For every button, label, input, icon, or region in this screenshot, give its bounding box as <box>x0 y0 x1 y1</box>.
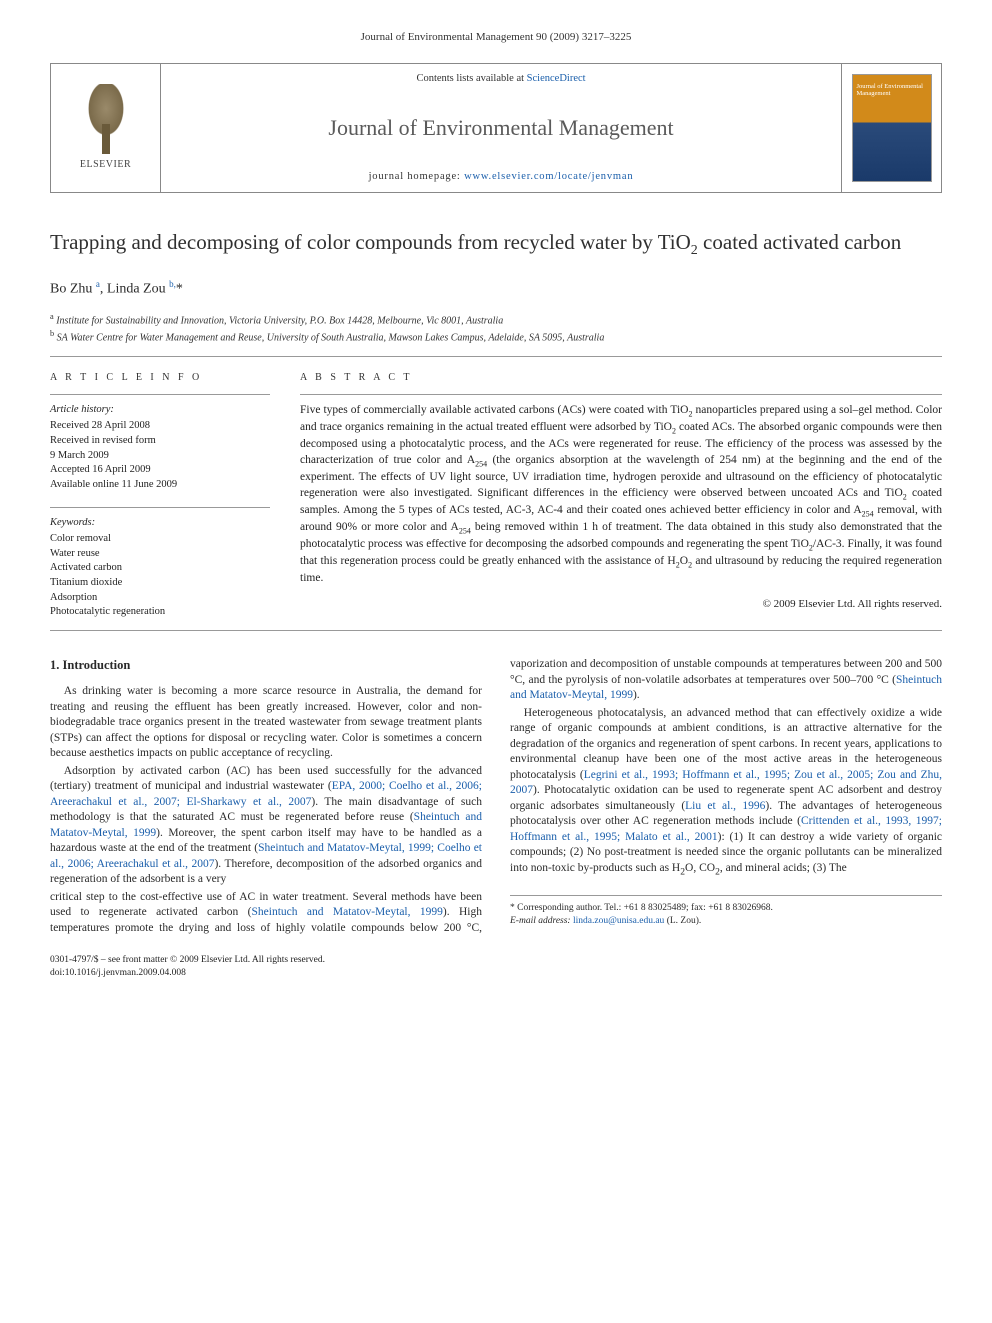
contents-line: Contents lists available at ScienceDirec… <box>416 72 585 86</box>
keyword: Photocatalytic regeneration <box>50 605 270 620</box>
history-line: Received 28 April 2008 <box>50 419 270 434</box>
history-line: 9 March 2009 <box>50 449 270 464</box>
body-paragraph: Heterogeneous photocatalysis, an advance… <box>510 706 942 879</box>
abstract-text: Five types of commercially available act… <box>300 403 942 586</box>
ref-link[interactable]: Sheintuch and Matatov-Meytal, 1999 <box>510 674 942 702</box>
ref-link[interactable]: Legrini et al., 1993; Hoffmann et al., 1… <box>510 769 942 797</box>
rule-bottom <box>50 630 942 631</box>
copyright: © 2009 Elsevier Ltd. All rights reserved… <box>300 597 942 612</box>
footer-line1: 0301-4797/$ – see front matter © 2009 El… <box>50 954 942 967</box>
ref-link[interactable]: Liu et al., 1996 <box>685 800 765 812</box>
authors: Bo Zhu a, Linda Zou b,* <box>50 278 942 300</box>
keyword: Color removal <box>50 532 270 547</box>
ref-link[interactable]: EPA, 2000; Coelho et al., 2006; Areerach… <box>50 780 482 808</box>
body-paragraph: As drinking water is becoming a more sca… <box>50 684 482 762</box>
article-info-col: A R T I C L E I N F O Article history: R… <box>50 371 270 620</box>
email-suffix: (L. Zou). <box>664 916 701 926</box>
elsevier-tree-icon <box>76 84 136 154</box>
cover-thumb: Journal of Environmental Management <box>852 74 932 182</box>
footer-line2: doi:10.1016/j.jenvman.2009.04.008 <box>50 967 942 980</box>
corr-line: * Corresponding author. Tel.: +61 8 8302… <box>510 902 942 915</box>
cover-thumb-title: Journal of Environmental Management <box>857 83 927 97</box>
footer: 0301-4797/$ – see front matter © 2009 El… <box>50 954 942 980</box>
ref-link[interactable]: Sheintuch and Matatov-Meytal, 1999; Coel… <box>50 842 482 870</box>
history-line: Received in revised form <box>50 434 270 449</box>
keyword: Titanium dioxide <box>50 576 270 591</box>
affiliation: b SA Water Centre for Water Management a… <box>50 328 942 345</box>
email-label: E-mail address: <box>510 916 573 926</box>
affiliation: a Institute for Sustainability and Innov… <box>50 311 942 328</box>
section-head: 1. Introduction <box>50 657 482 674</box>
keyword: Water reuse <box>50 547 270 562</box>
keyword: Activated carbon <box>50 561 270 576</box>
homepage-link[interactable]: www.elsevier.com/locate/jenvman <box>464 171 633 182</box>
ref-link[interactable]: Sheintuch and Matatov-Meytal, 1999 <box>50 811 482 839</box>
body-paragraph: Adsorption by activated carbon (AC) has … <box>50 764 482 888</box>
contents-prefix: Contents lists available at <box>416 73 526 84</box>
history-line: Accepted 16 April 2009 <box>50 463 270 478</box>
body-columns: 1. Introduction As drinking water is bec… <box>50 657 942 936</box>
sciencedirect-link[interactable]: ScienceDirect <box>527 73 586 84</box>
info-abstract-row: A R T I C L E I N F O Article history: R… <box>50 371 942 620</box>
ref-link[interactable]: Sheintuch and Matatov-Meytal, 1999 <box>252 906 443 918</box>
publisher-logo-cell: ELSEVIER <box>51 64 161 192</box>
keywords-head: Keywords: <box>50 516 270 530</box>
header-mid: Contents lists available at ScienceDirec… <box>161 64 841 192</box>
journal-name: Journal of Environmental Management <box>328 113 673 143</box>
publisher-name: ELSEVIER <box>80 158 131 172</box>
abstract-head: A B S T R A C T <box>300 371 942 385</box>
cover-thumb-cell: Journal of Environmental Management <box>841 64 941 192</box>
article-title: Trapping and decomposing of color compou… <box>50 229 942 260</box>
rule-top <box>50 356 942 357</box>
keyword: Adsorption <box>50 591 270 606</box>
ref-link[interactable]: Crittenden et al., 1993, 1997; Hoffmann … <box>510 815 942 843</box>
homepage-line: journal homepage: www.elsevier.com/locat… <box>369 170 634 184</box>
abstract-col: A B S T R A C T Five types of commercial… <box>300 371 942 620</box>
corr-email-line: E-mail address: linda.zou@unisa.edu.au (… <box>510 915 942 928</box>
article-info-head: A R T I C L E I N F O <box>50 371 270 385</box>
affiliations: a Institute for Sustainability and Innov… <box>50 311 942 346</box>
corresponding-author-box: * Corresponding author. Tel.: +61 8 8302… <box>510 895 942 928</box>
history-head: Article history: <box>50 403 270 417</box>
kw-rule <box>50 507 270 508</box>
corr-email-link[interactable]: linda.zou@unisa.edu.au <box>573 916 664 926</box>
abs-rule <box>300 394 942 395</box>
info-rule <box>50 394 270 395</box>
running-head: Journal of Environmental Management 90 (… <box>50 30 942 45</box>
history-line: Available online 11 June 2009 <box>50 478 270 493</box>
homepage-prefix: journal homepage: <box>369 171 464 182</box>
journal-header: ELSEVIER Contents lists available at Sci… <box>50 63 942 193</box>
